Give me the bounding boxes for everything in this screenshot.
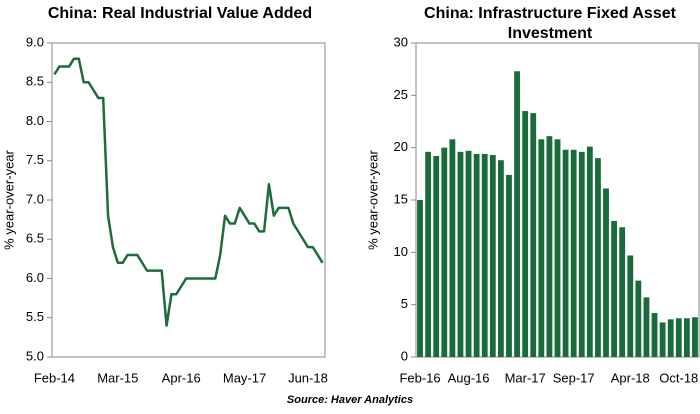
x-tick-label: Feb-16 xyxy=(399,370,440,385)
x-tick-label: Sep-17 xyxy=(553,370,595,385)
bar xyxy=(554,139,561,357)
y-tick-label: 15 xyxy=(394,191,408,206)
bar xyxy=(433,156,440,357)
bar xyxy=(675,318,682,357)
y-tick-label: 30 xyxy=(394,34,408,49)
x-tick-label: Feb-14 xyxy=(34,370,75,385)
bar xyxy=(514,71,520,357)
bar xyxy=(546,136,553,357)
y-tick-label: 0 xyxy=(401,348,408,363)
x-tick-label: Aug-16 xyxy=(448,370,490,385)
bar xyxy=(586,146,593,357)
x-tick-label: Apr-16 xyxy=(162,370,201,385)
bar xyxy=(611,220,618,357)
y-tick-label: 20 xyxy=(394,139,408,154)
y-tick-label: 8.5 xyxy=(26,74,44,89)
x-tick-label: Oct-18 xyxy=(659,370,698,385)
bar xyxy=(497,160,504,357)
bar xyxy=(538,139,545,357)
x-tick-label: Mar-15 xyxy=(97,370,138,385)
bar xyxy=(562,149,569,357)
source-note: Source: Haver Analytics xyxy=(286,394,414,406)
chart-title: China: Infrastructure Fixed Asset Invest… xyxy=(424,5,676,42)
bar xyxy=(481,153,488,357)
bar xyxy=(522,111,529,358)
bar xyxy=(530,113,537,357)
y-tick-label: 5.0 xyxy=(26,348,44,363)
bar xyxy=(489,154,496,357)
y-tick-label: 8.0 xyxy=(26,113,44,128)
bar xyxy=(619,227,626,357)
bar xyxy=(570,149,577,357)
bar xyxy=(465,150,472,357)
bar xyxy=(506,174,512,357)
y-axis-label: % year-over-year xyxy=(1,149,16,249)
bar xyxy=(635,280,642,357)
bar xyxy=(473,153,480,357)
bar xyxy=(441,147,448,357)
y-tick-label: 7.0 xyxy=(26,191,44,206)
x-tick-label: Apr-18 xyxy=(611,370,650,385)
y-tick-label: 10 xyxy=(394,244,408,259)
y-tick-label: 6.5 xyxy=(26,231,44,246)
x-tick-label: May-17 xyxy=(223,370,266,385)
y-axis-label: % year-over-year xyxy=(365,149,380,249)
bar xyxy=(692,317,698,357)
bar xyxy=(643,297,650,357)
chart-title: China: Real Industrial Value Added xyxy=(47,5,313,22)
bar xyxy=(667,319,674,357)
bar xyxy=(457,151,464,357)
data-line xyxy=(53,57,324,327)
x-tick-label: Jun-18 xyxy=(288,370,328,385)
bar xyxy=(659,322,666,357)
bar xyxy=(651,313,658,357)
x-tick-label: Mar-17 xyxy=(505,370,546,385)
bar xyxy=(417,200,423,357)
bar xyxy=(683,318,690,357)
bar xyxy=(449,139,456,357)
bar xyxy=(425,151,432,357)
bar xyxy=(603,188,609,357)
y-tick-label: 9.0 xyxy=(26,34,44,49)
y-tick-label: 25 xyxy=(394,87,408,102)
bar xyxy=(627,255,634,357)
y-tick-label: 6.0 xyxy=(26,270,44,285)
y-tick-label: 5 xyxy=(401,296,408,311)
bar xyxy=(578,151,585,357)
bar xyxy=(595,158,601,357)
y-tick-label: 7.5 xyxy=(26,152,44,167)
y-tick-label: 5.5 xyxy=(26,309,44,324)
